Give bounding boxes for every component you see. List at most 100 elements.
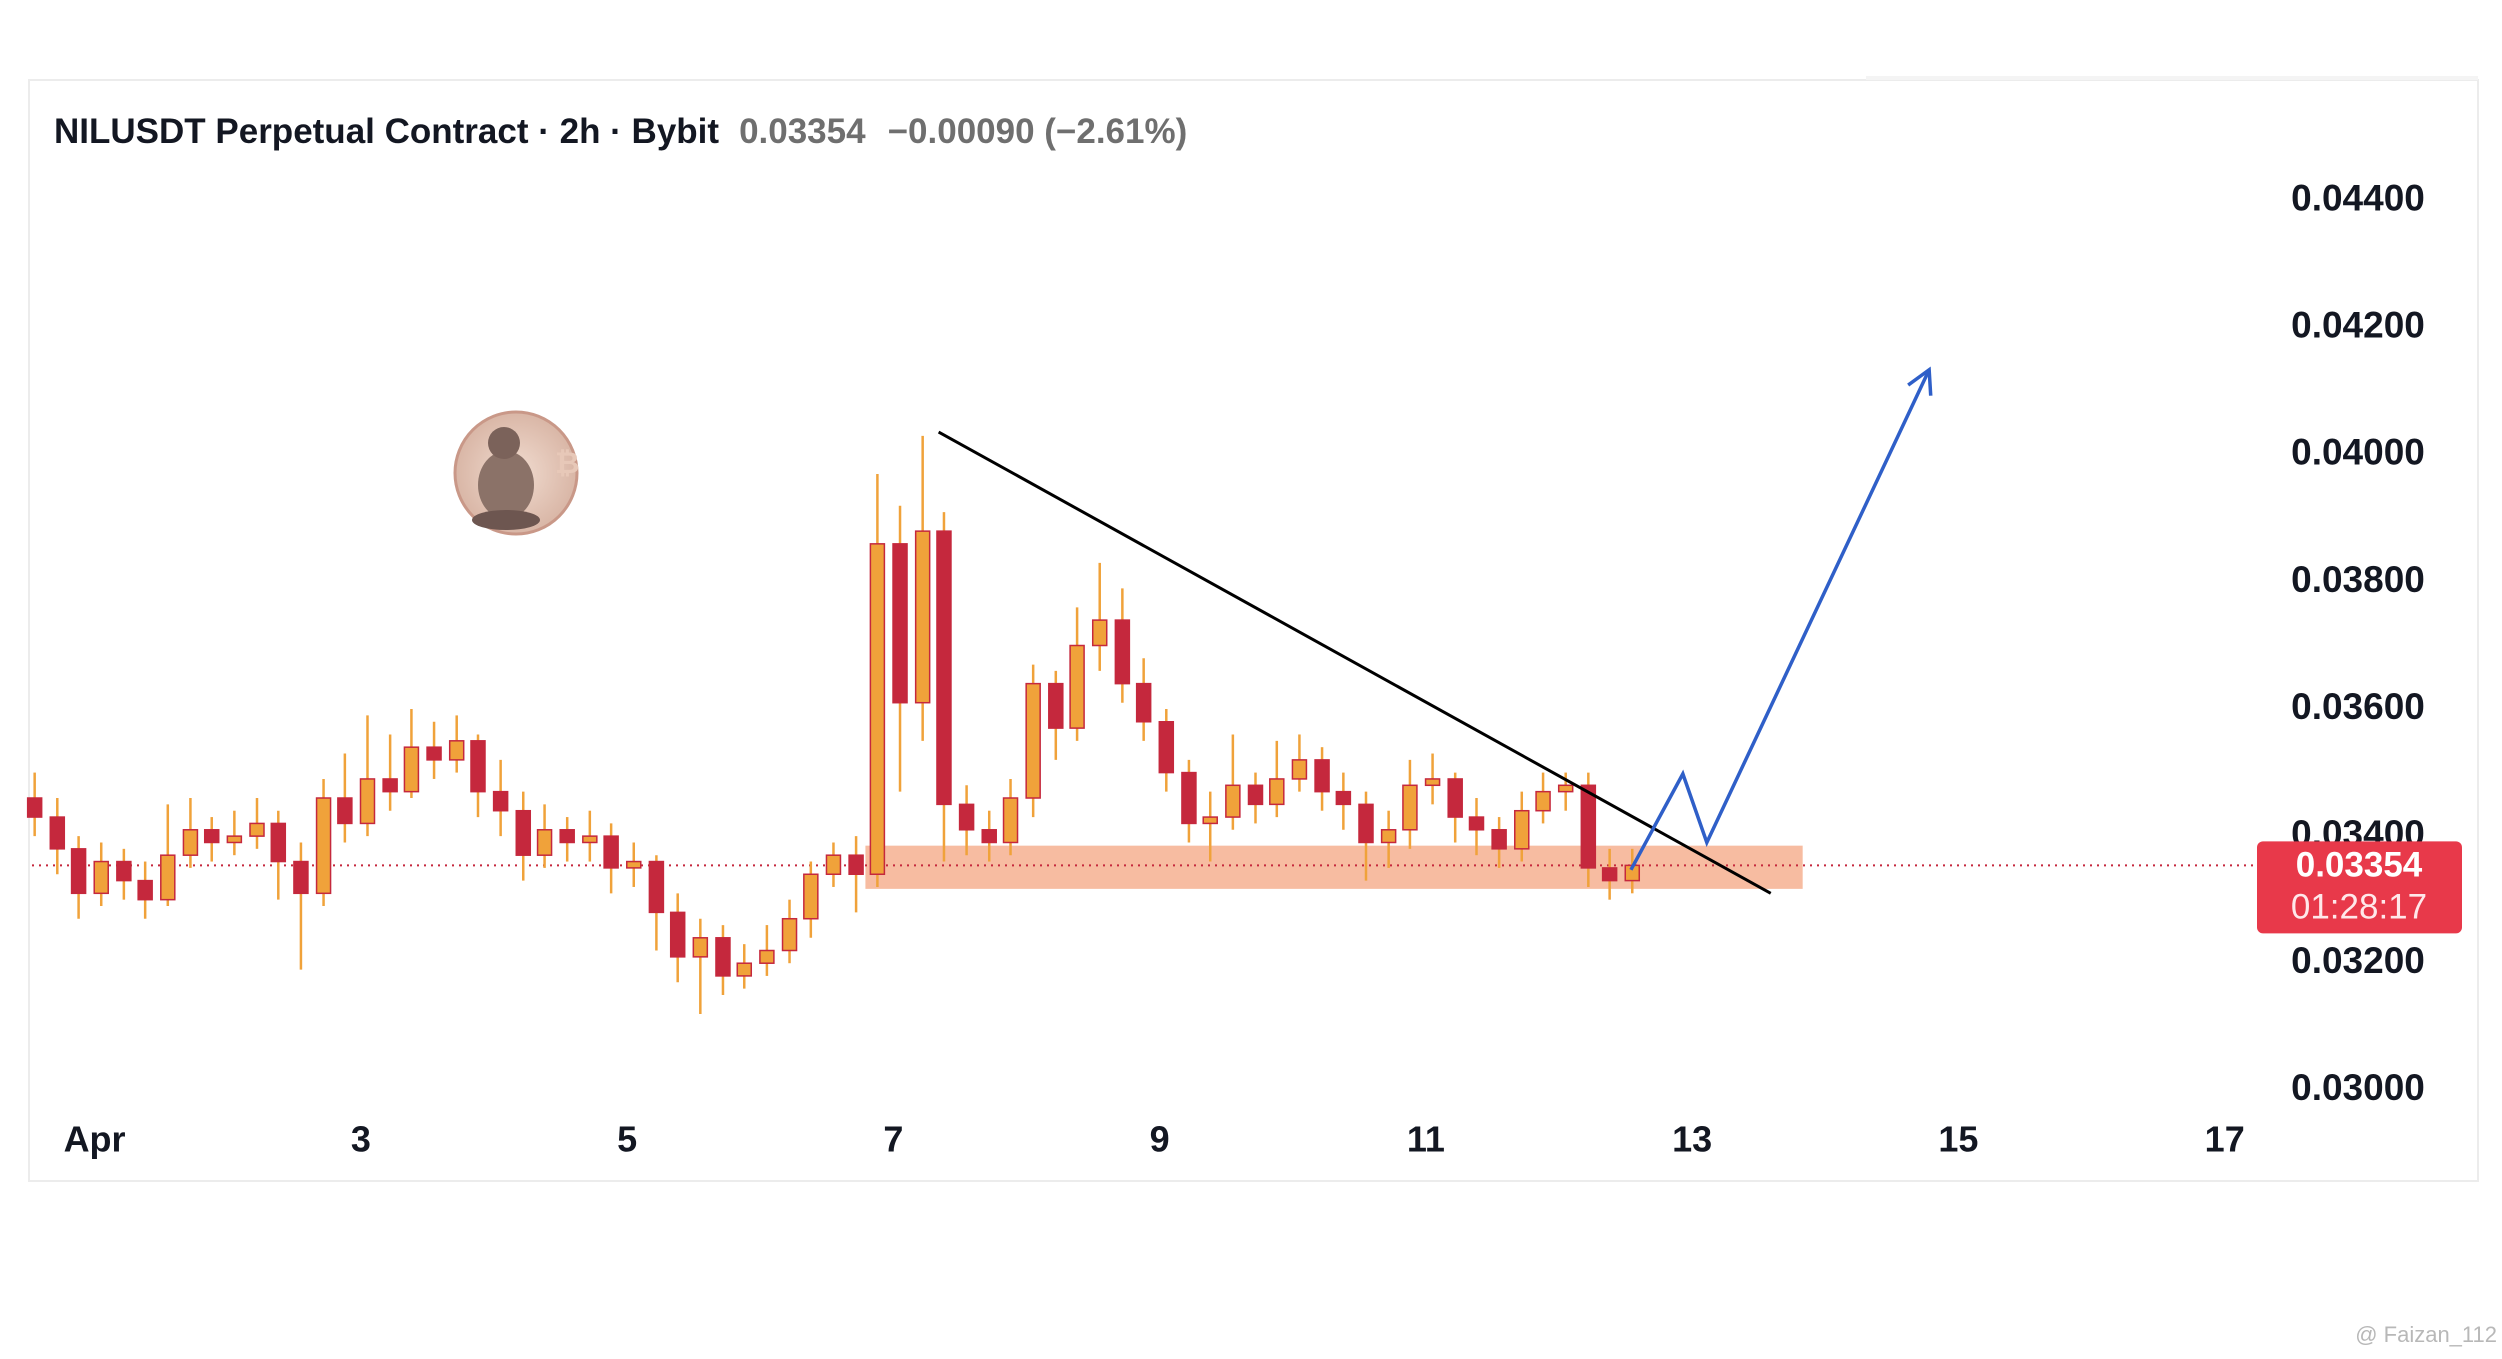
- candle-body: [736, 962, 753, 977]
- candle-body: [382, 778, 398, 793]
- candle-body: [315, 797, 332, 895]
- candle-body: [249, 822, 265, 837]
- y-tick-label: 0.03600: [2291, 686, 2425, 727]
- candle-body: [869, 543, 886, 876]
- candle-body: [26, 797, 43, 818]
- candle-body: [648, 860, 665, 914]
- candle-body: [93, 860, 109, 895]
- candle-body: [559, 829, 575, 844]
- candle-body: [160, 854, 176, 901]
- candle-body: [1291, 759, 1308, 780]
- frame-top: [1866, 76, 2478, 80]
- price-label: 0.03354: [2296, 846, 2423, 885]
- x-tick-label: 5: [617, 1119, 637, 1160]
- candle-body: [1025, 682, 1041, 799]
- x-tick-label: 13: [1672, 1119, 1712, 1160]
- candle-body: [1358, 803, 1374, 844]
- candle-body: [1002, 797, 1019, 844]
- y-tick-label: 0.04000: [2291, 432, 2425, 473]
- candle-body: [293, 860, 309, 895]
- projection-arrowhead: [1907, 366, 1933, 396]
- candle-body: [515, 809, 532, 856]
- price-label-box: [2257, 841, 2462, 934]
- candle-body: [981, 829, 997, 844]
- candle-body: [825, 854, 842, 876]
- candle-body: [781, 917, 798, 952]
- candle-body: [1269, 778, 1285, 806]
- candle-body: [1225, 784, 1241, 818]
- candle-body: [1491, 829, 1507, 850]
- watermark: @ Faizan_112: [2355, 1322, 2497, 1347]
- countdown-label: 01:28:17: [2291, 888, 2427, 927]
- candle-body: [848, 854, 864, 876]
- candle-body: [1202, 816, 1218, 825]
- candle-body: [715, 937, 731, 977]
- candle-body: [1181, 771, 1197, 825]
- y-axis: 0.030000.032000.034000.036000.038000.040…: [2291, 178, 2425, 1108]
- y-tick-label: 0.03800: [2291, 559, 2425, 600]
- y-tick-label: 0.03000: [2291, 1067, 2425, 1108]
- trendline: [937, 430, 1772, 895]
- chart-header: NILUSDT Perpetual Contract · 2h · Bybit 0…: [54, 112, 1187, 151]
- candle-body: [803, 873, 819, 920]
- y-tick-label: 0.03200: [2291, 940, 2425, 981]
- candle-body: [582, 835, 598, 844]
- candle-body: [426, 746, 442, 761]
- candle-body: [1247, 784, 1264, 806]
- candle-body: [1048, 682, 1064, 729]
- x-tick-label: Apr: [64, 1119, 126, 1160]
- candle-body: [1380, 829, 1397, 844]
- candle-body: [759, 949, 775, 964]
- y-tick-label: 0.04200: [2291, 305, 2425, 346]
- candle-body: [182, 829, 199, 856]
- candle-body: [49, 816, 66, 850]
- candle-body: [1535, 790, 1551, 812]
- chart-frame: [28, 79, 2479, 1182]
- candle-body: [203, 829, 220, 844]
- svg-text:₿: ₿: [555, 447, 579, 480]
- candle-body: [137, 879, 153, 901]
- x-tick-label: 9: [1150, 1119, 1170, 1160]
- candle-body: [116, 860, 132, 882]
- candle-body: [892, 543, 908, 704]
- candle-body: [226, 835, 243, 844]
- candle-body: [1447, 778, 1463, 818]
- candle-body: [1557, 784, 1574, 793]
- header-price: 0.03354: [739, 112, 866, 151]
- candle-body: [1158, 721, 1175, 774]
- candle-body: [1114, 619, 1131, 685]
- candle-body: [448, 740, 465, 761]
- candle-body: [1402, 784, 1418, 831]
- candle-body: [1601, 867, 1618, 882]
- candle-body: [936, 530, 952, 806]
- candle-body: [70, 848, 87, 895]
- candle-body: [270, 822, 287, 863]
- x-tick-label: 11: [1407, 1119, 1445, 1160]
- header-change: −0.00090 (−2.61%): [888, 112, 1188, 151]
- candle-body: [337, 797, 353, 825]
- candle-body: [958, 803, 975, 831]
- candle-body: [1135, 682, 1152, 723]
- y-tick-label: 0.04400: [2291, 178, 2425, 219]
- candle-body: [1091, 619, 1108, 647]
- candle-body: [626, 860, 642, 869]
- candle-body: [1580, 784, 1597, 869]
- candle-body: [492, 790, 509, 812]
- candle-body: [1335, 790, 1352, 806]
- x-tick-label: 7: [883, 1119, 903, 1160]
- chart-title: NILUSDT Perpetual Contract · 2h · Bybit: [54, 112, 719, 151]
- candle-body: [603, 835, 619, 869]
- candle-body: [692, 937, 709, 958]
- candle-body: [914, 530, 931, 704]
- candle-body: [1468, 816, 1485, 831]
- candle-body: [403, 746, 420, 793]
- candle-body: [1424, 778, 1441, 787]
- candle-body: [536, 829, 553, 856]
- support-zone: [865, 845, 1803, 889]
- candle-body: [1314, 759, 1330, 793]
- candle-body: [359, 778, 376, 825]
- x-tick-label: 15: [1938, 1119, 1978, 1160]
- candle-body: [1069, 644, 1085, 729]
- candle-body: [669, 911, 686, 958]
